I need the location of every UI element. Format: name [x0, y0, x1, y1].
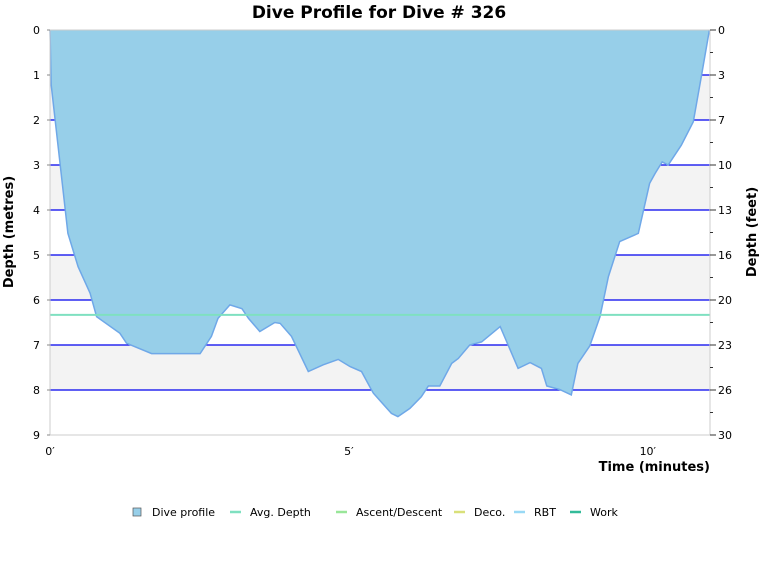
legend-item: Ascent/Descent	[336, 506, 443, 519]
y-tick-label-right: 23	[718, 339, 732, 352]
y-tick-label-right: 13	[718, 204, 732, 217]
y-tick-label-left: 8	[33, 384, 40, 397]
y-tick-label-left: 1	[33, 69, 40, 82]
y-tick-label-right: 3	[718, 69, 725, 82]
legend-label: Deco.	[474, 506, 505, 519]
legend-label: Ascent/Descent	[356, 506, 443, 519]
y-tick-label-left: 5	[33, 249, 40, 262]
chart-title: Dive Profile for Dive # 326	[252, 3, 506, 23]
legend-item: Dive profile	[133, 506, 215, 519]
y-tick-label-right: 26	[718, 384, 732, 397]
y-tick-label-left: 9	[33, 429, 40, 442]
legend-label: Work	[590, 506, 618, 519]
y-tick-label-left: 2	[33, 114, 40, 127]
legend: Dive profile Avg. Depth Ascent/Descent Deco…	[133, 506, 618, 519]
legend-item: Work	[570, 506, 618, 519]
y-axis-title-left: Depth (metres)	[2, 176, 17, 288]
y-tick-label-left: 4	[33, 204, 40, 217]
legend-item: Deco.	[454, 506, 505, 519]
legend-swatch-box	[133, 508, 141, 516]
y-axis-title-right: Depth (feet)	[745, 187, 760, 277]
y-tick-label-right: 20	[718, 294, 732, 307]
legend-label: Avg. Depth	[250, 506, 311, 519]
y-tick-label-left: 3	[33, 159, 40, 172]
x-tick-label: 10′	[640, 445, 657, 458]
legend-item: Avg. Depth	[230, 506, 311, 519]
y-tick-label-right: 0	[718, 24, 725, 37]
y-tick-label-left: 0	[33, 24, 40, 37]
y-tick-label-right: 7	[718, 114, 725, 127]
y-tick-label-right: 30	[718, 429, 732, 442]
x-tick-label: 5′	[344, 445, 354, 458]
y-tick-label-left: 7	[33, 339, 40, 352]
legend-item: RBT	[514, 506, 556, 519]
y-tick-label-left: 6	[33, 294, 40, 307]
x-tick-label: 0′	[45, 445, 55, 458]
y-tick-label-right: 16	[718, 249, 732, 262]
legend-label: Dive profile	[152, 506, 215, 519]
legend-label: RBT	[534, 506, 556, 519]
x-axis-title: Time (minutes)	[599, 460, 710, 475]
y-tick-label-right: 10	[718, 159, 732, 172]
